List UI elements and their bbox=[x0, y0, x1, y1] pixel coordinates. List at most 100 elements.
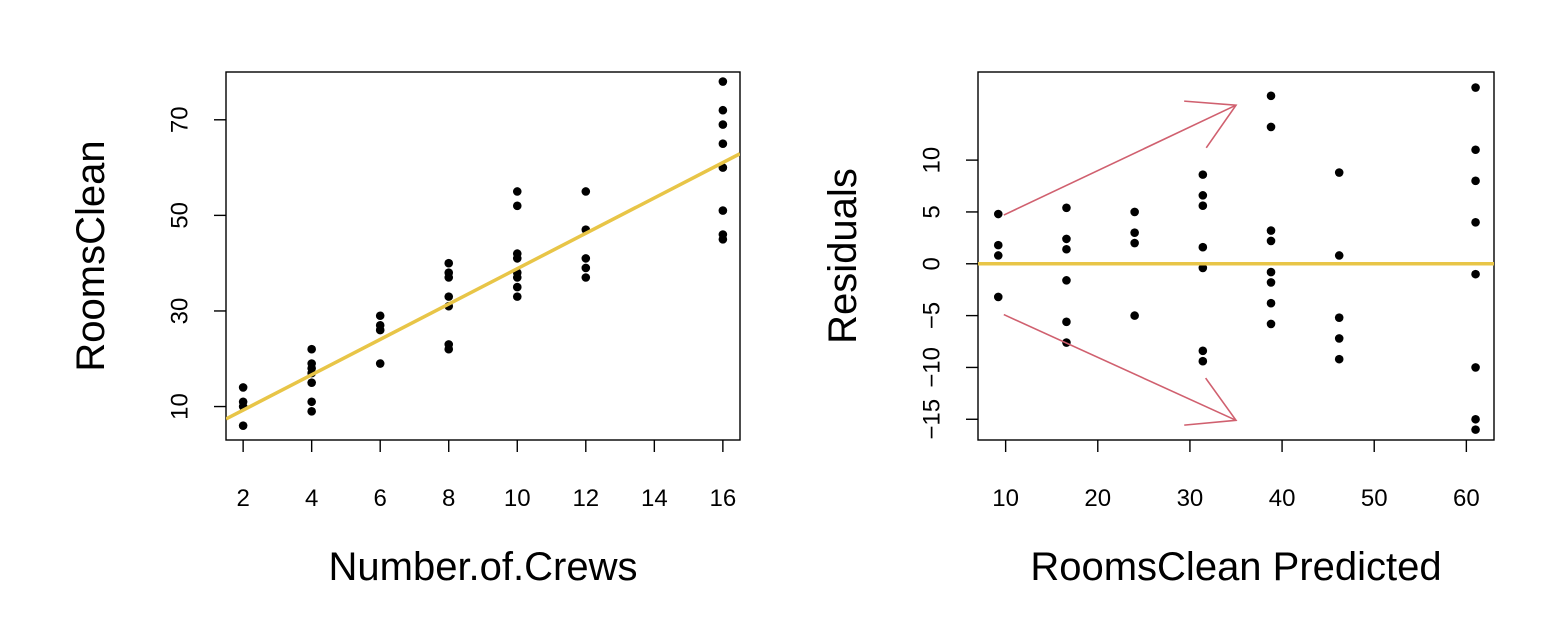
y-tick-label: 70 bbox=[167, 106, 194, 133]
x-tick-label: 20 bbox=[1084, 485, 1111, 512]
y-tick-label: 30 bbox=[167, 298, 194, 325]
data-point bbox=[1471, 425, 1480, 434]
data-point bbox=[581, 273, 591, 282]
data-point bbox=[1471, 414, 1480, 424]
data-point bbox=[1266, 91, 1276, 101]
data-point bbox=[1266, 236, 1276, 246]
data-point bbox=[1062, 317, 1071, 327]
data-point bbox=[1198, 170, 1208, 179]
residuals-vs-predicted-panel: 10 20 30 40 50 60 −15 −10 −5 0 5 10 RoomsClean Predi… bbox=[821, 71, 1495, 589]
data-point bbox=[718, 230, 728, 239]
data-point bbox=[1130, 238, 1139, 248]
x-axis-title: Number.of.Crews bbox=[329, 545, 638, 589]
data-point bbox=[307, 407, 316, 416]
x-tick-label: 14 bbox=[641, 485, 668, 512]
data-point bbox=[993, 251, 1003, 260]
data-point bbox=[718, 139, 728, 148]
data-point bbox=[1334, 168, 1344, 177]
data-point bbox=[1266, 267, 1276, 277]
x-tick-label: 16 bbox=[710, 485, 737, 512]
plot-frame bbox=[225, 71, 741, 441]
data-point bbox=[238, 383, 248, 392]
data-point bbox=[1334, 354, 1344, 364]
data-point bbox=[238, 397, 248, 407]
fit-line bbox=[226, 152, 740, 421]
annotation-arrow bbox=[1003, 100, 1238, 216]
data-point bbox=[1334, 334, 1344, 343]
data-point bbox=[718, 77, 728, 86]
data-point bbox=[1471, 363, 1480, 372]
data-point bbox=[307, 359, 316, 368]
x-tick-label: 4 bbox=[305, 485, 318, 512]
rooms-vs-crews-scatter-panel: 2 4 6 8 10 12 14 16 10 30 50 70 Number.of.Crews Rooms… bbox=[69, 71, 741, 589]
y-tick-label: 10 bbox=[919, 147, 946, 174]
data-point bbox=[1062, 276, 1071, 285]
data-point bbox=[444, 340, 454, 349]
data-point bbox=[512, 201, 522, 211]
x-tick-label: 10 bbox=[992, 485, 1019, 512]
data-point bbox=[718, 105, 728, 115]
y-tick-label: 0 bbox=[919, 257, 946, 270]
data-point bbox=[1198, 346, 1208, 356]
data-point bbox=[307, 397, 316, 407]
y-tick-label: −15 bbox=[919, 399, 946, 440]
y-tick-label: 5 bbox=[919, 205, 946, 218]
y-axis-title: RoomsClean bbox=[69, 140, 113, 371]
data-point bbox=[1471, 218, 1480, 227]
data-point bbox=[581, 263, 591, 273]
data-point bbox=[718, 206, 728, 215]
data-point bbox=[1130, 311, 1139, 320]
data-point bbox=[444, 268, 454, 278]
data-point bbox=[1471, 176, 1480, 186]
y-tick-label: −10 bbox=[919, 347, 946, 388]
data-point bbox=[1471, 83, 1480, 92]
data-point bbox=[444, 258, 454, 268]
y-tick-label: 10 bbox=[167, 393, 194, 420]
x-tick-label: 12 bbox=[572, 485, 599, 512]
data-point bbox=[512, 282, 522, 292]
data-point bbox=[444, 292, 454, 301]
data-point bbox=[1266, 278, 1276, 287]
x-axis-title: RoomsClean Predicted bbox=[1030, 545, 1441, 589]
data-point bbox=[238, 421, 248, 430]
x-tick-label: 6 bbox=[374, 485, 387, 512]
data-point bbox=[1198, 242, 1208, 252]
data-point bbox=[1062, 234, 1071, 244]
data-point bbox=[1130, 228, 1139, 237]
data-point bbox=[1062, 244, 1071, 254]
data-point bbox=[1130, 207, 1139, 217]
data-point bbox=[375, 311, 385, 321]
data-point bbox=[993, 292, 1003, 302]
data-point bbox=[512, 187, 522, 196]
plot-frame bbox=[977, 71, 1495, 441]
y-axis-title: Residuals bbox=[821, 168, 865, 344]
data-point bbox=[375, 320, 385, 330]
data-point bbox=[375, 359, 385, 368]
data-point bbox=[1198, 356, 1208, 366]
data-point bbox=[993, 209, 1003, 219]
data-point bbox=[581, 254, 591, 263]
y-tick-label: −5 bbox=[919, 302, 946, 329]
data-point bbox=[1198, 201, 1208, 211]
x-tick-label: 30 bbox=[1177, 485, 1204, 512]
data-point bbox=[1266, 319, 1276, 329]
y-tick-label: 50 bbox=[167, 202, 194, 229]
data-point bbox=[718, 120, 728, 129]
data-point bbox=[1266, 226, 1276, 235]
x-tick-label: 60 bbox=[1453, 485, 1480, 512]
data-point bbox=[1471, 269, 1480, 279]
data-point bbox=[512, 292, 522, 301]
x-tick-label: 50 bbox=[1361, 485, 1388, 512]
data-point bbox=[307, 378, 316, 387]
annotation-arrow bbox=[1003, 313, 1238, 426]
data-point bbox=[581, 187, 591, 196]
data-point bbox=[1198, 263, 1208, 273]
data-point bbox=[1266, 298, 1276, 308]
x-tick-label: 40 bbox=[1269, 485, 1296, 512]
data-point bbox=[1334, 313, 1344, 322]
x-tick-label: 2 bbox=[236, 485, 249, 512]
data-point bbox=[1198, 191, 1208, 200]
x-tick-label: 10 bbox=[504, 485, 531, 512]
data-point bbox=[1062, 203, 1071, 213]
data-point bbox=[1334, 251, 1344, 260]
